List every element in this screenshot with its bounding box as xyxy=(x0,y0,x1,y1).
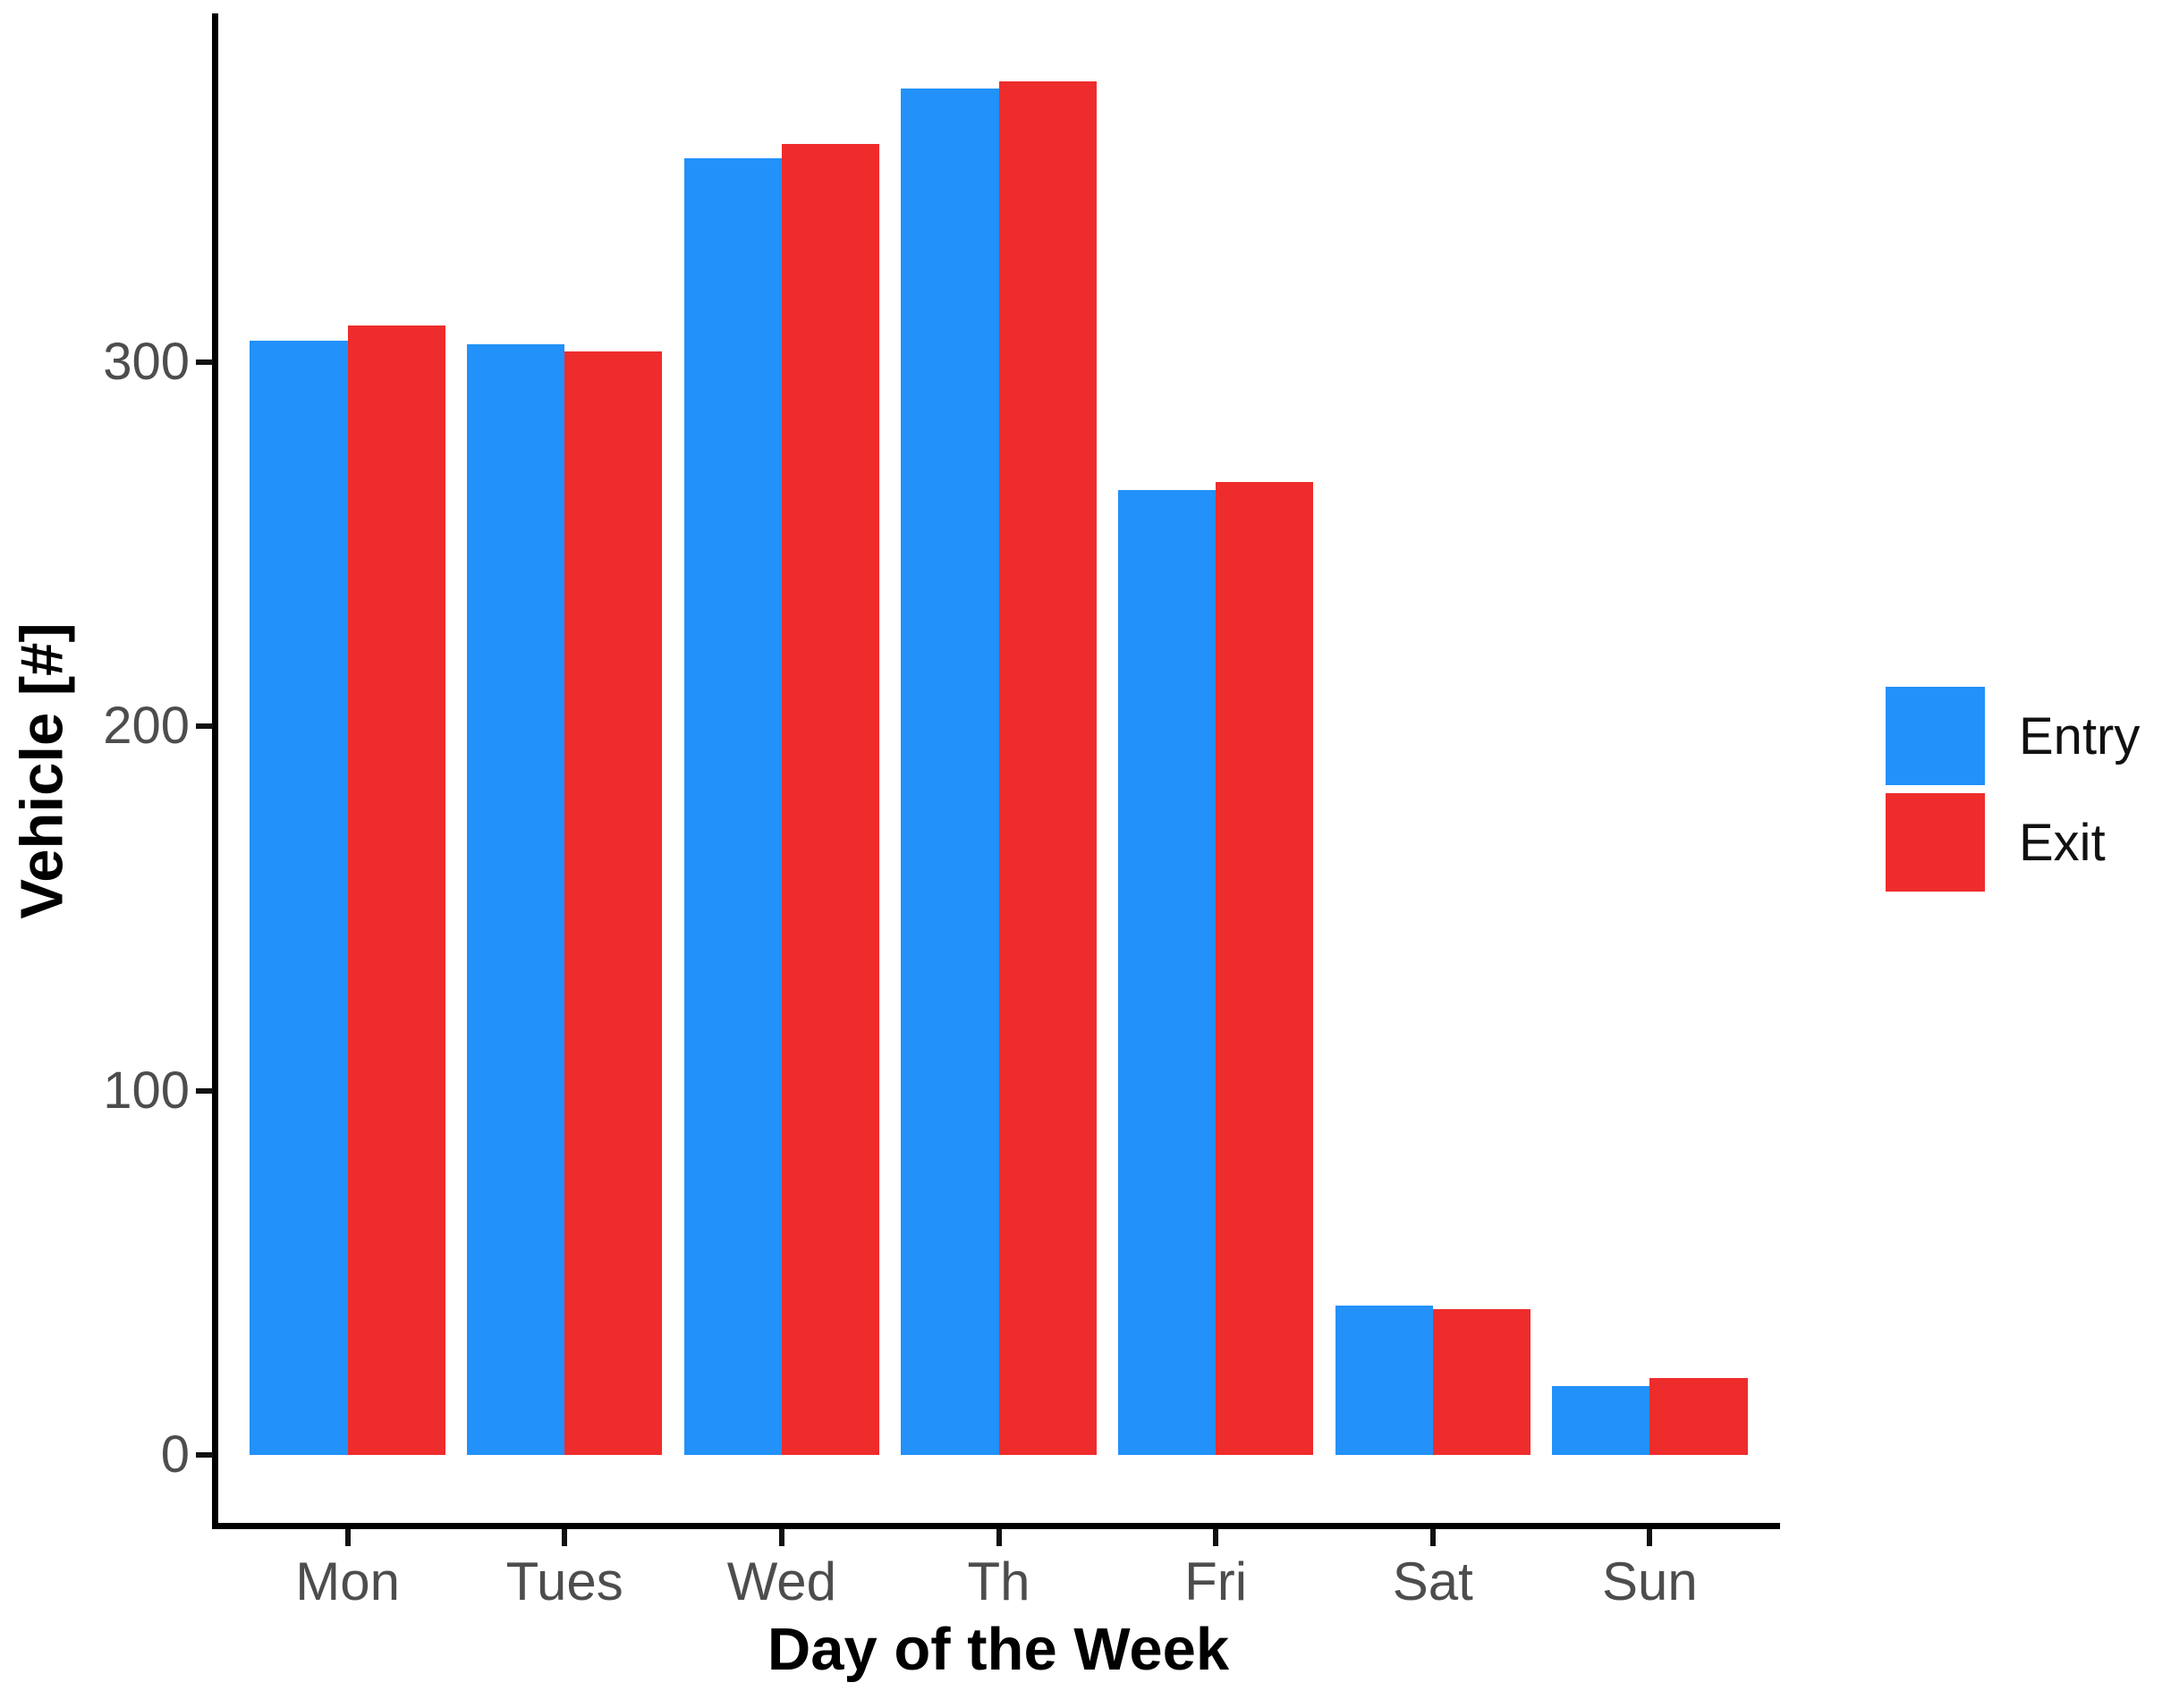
x-tick-label-sat: Sat xyxy=(1392,1552,1473,1611)
y-tick-mark-100 xyxy=(196,1087,213,1094)
x-tick-mark-mon xyxy=(344,1529,351,1546)
plot-panel xyxy=(217,16,1780,1526)
x-axis-line xyxy=(212,1523,1780,1529)
bar-wed-exit xyxy=(781,143,880,1455)
x-tick-label-tues: Tues xyxy=(505,1552,623,1611)
y-tick-mark-200 xyxy=(196,723,213,730)
x-tick-mark-sat xyxy=(1429,1529,1436,1546)
y-tick-label-100: 100 xyxy=(103,1061,190,1120)
legend: Entry Exit xyxy=(1886,687,2140,900)
bar-mon-entry xyxy=(250,340,348,1455)
bar-tues-entry xyxy=(467,343,565,1455)
x-tick-mark-fri xyxy=(1213,1529,1219,1546)
x-tick-label-wed: Wed xyxy=(726,1552,836,1611)
bar-th-entry xyxy=(901,89,999,1455)
bar-fri-entry xyxy=(1117,489,1217,1455)
bar-wed-entry xyxy=(683,157,782,1455)
y-axis-title: Vehicle [#] xyxy=(8,622,76,919)
y-tick-mark-300 xyxy=(196,359,213,365)
legend-label-exit: Exit xyxy=(2019,813,2106,872)
y-tick-label-0: 0 xyxy=(160,1425,190,1484)
legend-swatch-entry xyxy=(1886,687,1985,785)
x-tick-label-sun: Sun xyxy=(1602,1552,1698,1611)
bar-mon-exit xyxy=(347,326,445,1455)
y-axis-line xyxy=(212,13,218,1529)
legend-item-entry: Entry xyxy=(1886,687,2140,785)
x-tick-label-fri: Fri xyxy=(1184,1552,1248,1611)
y-tick-mark-0 xyxy=(196,1452,213,1458)
bar-sun-entry xyxy=(1552,1385,1650,1455)
x-tick-label-th: Th xyxy=(967,1552,1030,1611)
legend-item-exit: Exit xyxy=(1886,793,2140,892)
x-tick-mark-tues xyxy=(562,1529,568,1546)
bar-th-exit xyxy=(998,81,1097,1455)
bar-tues-exit xyxy=(564,351,663,1455)
bar-sun-exit xyxy=(1649,1378,1748,1455)
x-tick-mark-sun xyxy=(1647,1529,1653,1546)
bar-sat-exit xyxy=(1432,1309,1530,1455)
y-tick-label-200: 200 xyxy=(103,697,190,756)
legend-swatch-exit xyxy=(1886,793,1985,892)
bar-sat-entry xyxy=(1335,1306,1433,1455)
y-tick-label-300: 300 xyxy=(103,332,190,391)
x-tick-mark-th xyxy=(996,1529,1002,1546)
x-axis-title: Day of the Week xyxy=(767,1616,1230,1683)
bar-fri-exit xyxy=(1216,482,1314,1455)
x-tick-mark-wed xyxy=(778,1529,784,1546)
x-tick-label-mon: Mon xyxy=(295,1552,400,1611)
legend-label-entry: Entry xyxy=(2019,706,2141,765)
